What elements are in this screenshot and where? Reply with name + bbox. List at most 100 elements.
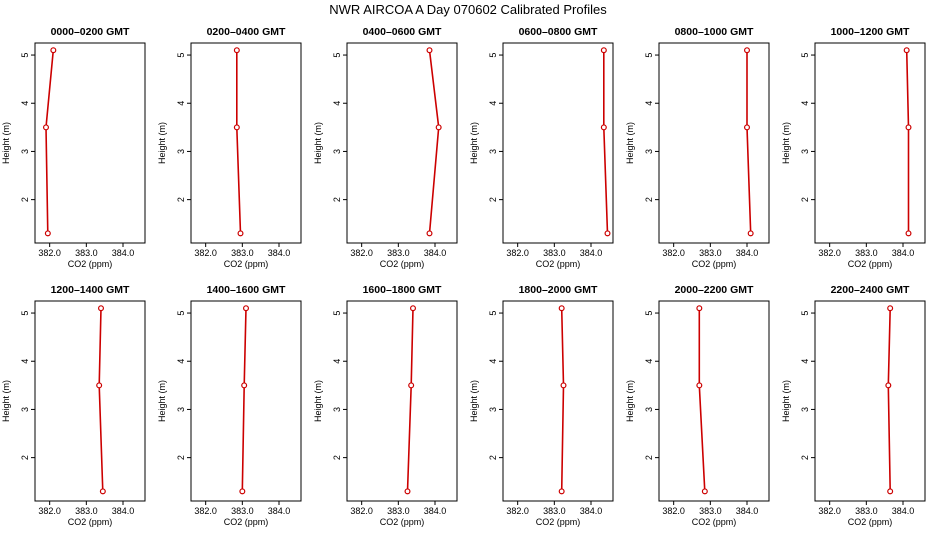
x-tick-label: 384.0 <box>424 506 447 516</box>
x-tick-label: 383.0 <box>543 248 566 258</box>
panel-title: 1400–1600 GMT <box>207 284 286 296</box>
x-axis-label: CO2 (ppm) <box>536 517 581 527</box>
x-tick-label: 382.0 <box>662 506 685 516</box>
panel-title: 0200–0400 GMT <box>207 26 286 38</box>
y-axis-label: Height (m) <box>1 380 11 422</box>
profile-point <box>233 124 240 131</box>
y-tick-label: 5 <box>176 311 186 316</box>
y-tick-label: 5 <box>20 53 30 58</box>
panel-title: 0800–1000 GMT <box>675 26 754 38</box>
y-tick-label: 5 <box>644 53 654 58</box>
x-tick-label: 382.0 <box>818 248 841 258</box>
y-axis-label: Height (m) <box>625 380 635 422</box>
x-tick-label: 384.0 <box>736 248 759 258</box>
y-tick-label: 4 <box>488 359 498 364</box>
y-tick-label: 2 <box>488 455 498 460</box>
y-tick-label: 4 <box>176 101 186 106</box>
profile-line <box>602 50 609 234</box>
x-tick-label: 382.0 <box>38 248 61 258</box>
y-axis-label: Height (m) <box>157 380 167 422</box>
y-axis-label: Height (m) <box>157 122 167 164</box>
x-tick-label: 382.0 <box>506 248 529 258</box>
y-tick-label: 3 <box>20 407 30 412</box>
profile-point <box>887 488 894 495</box>
x-tick-label: 382.0 <box>506 506 529 516</box>
x-tick-label: 384.0 <box>424 248 447 258</box>
y-tick-label: 4 <box>800 359 810 364</box>
y-tick-label: 4 <box>20 359 30 364</box>
x-axis-label: CO2 (ppm) <box>224 259 269 269</box>
panel-title: 0000–0200 GMT <box>51 26 130 38</box>
profile-point <box>560 382 567 389</box>
profile-point <box>905 230 912 237</box>
y-tick-label: 5 <box>800 53 810 58</box>
x-axis-label: CO2 (ppm) <box>536 259 581 269</box>
x-tick-label: 383.0 <box>75 506 98 516</box>
y-tick-label: 2 <box>644 455 654 460</box>
plot-frame <box>658 300 770 502</box>
x-tick-label: 383.0 <box>231 506 254 516</box>
profile-point <box>44 230 51 237</box>
panel-title: 0600–0800 GMT <box>519 26 598 38</box>
plot-frame <box>190 42 302 244</box>
profile-point <box>237 230 244 237</box>
x-tick-label: 382.0 <box>194 506 217 516</box>
profile-point <box>743 124 750 131</box>
y-tick-label: 3 <box>332 407 342 412</box>
x-axis-label: CO2 (ppm) <box>68 259 113 269</box>
y-axis-label: Height (m) <box>781 380 791 422</box>
x-tick-label: 382.0 <box>38 506 61 516</box>
profile-line <box>241 308 247 492</box>
x-axis-label: CO2 (ppm) <box>224 517 269 527</box>
profile-point <box>99 488 106 495</box>
x-tick-label: 384.0 <box>268 248 291 258</box>
y-axis-label: Height (m) <box>469 380 479 422</box>
y-tick-label: 4 <box>332 359 342 364</box>
y-tick-label: 3 <box>176 407 186 412</box>
x-tick-label: 384.0 <box>580 506 603 516</box>
profile-point <box>408 382 415 389</box>
profile-line <box>428 50 440 234</box>
profile-point <box>97 305 104 312</box>
profile-point <box>241 382 248 389</box>
plot-frame <box>190 300 302 502</box>
plot-frame <box>346 42 458 244</box>
x-tick-label: 382.0 <box>350 506 373 516</box>
x-tick-label: 384.0 <box>892 248 915 258</box>
profile-point <box>426 230 433 237</box>
profile-point <box>885 382 892 389</box>
panel-title: 1200–1400 GMT <box>51 284 130 296</box>
profile-point <box>747 230 754 237</box>
y-axis-label: Height (m) <box>781 122 791 164</box>
profile-point <box>42 124 49 131</box>
y-tick-label: 2 <box>176 197 186 202</box>
panel-title: 2000–2200 GMT <box>675 284 754 296</box>
y-tick-label: 4 <box>800 101 810 106</box>
x-tick-label: 383.0 <box>855 248 878 258</box>
profile-point <box>50 47 57 54</box>
x-tick-label: 383.0 <box>387 248 410 258</box>
plot-frame <box>502 300 614 502</box>
x-tick-label: 382.0 <box>818 506 841 516</box>
panel-title: 1800–2000 GMT <box>519 284 598 296</box>
y-tick-label: 2 <box>332 197 342 202</box>
profile-point <box>558 305 565 312</box>
profile-line <box>560 308 565 492</box>
plot-frame <box>502 42 614 244</box>
x-tick-label: 383.0 <box>699 506 722 516</box>
y-tick-label: 5 <box>20 311 30 316</box>
profile-point <box>239 488 246 495</box>
profile-point <box>243 305 250 312</box>
x-tick-label: 383.0 <box>387 506 410 516</box>
profile-line <box>905 50 910 234</box>
y-axis-label: Height (m) <box>625 122 635 164</box>
plot-frame <box>34 300 146 502</box>
y-axis-label: Height (m) <box>469 122 479 164</box>
